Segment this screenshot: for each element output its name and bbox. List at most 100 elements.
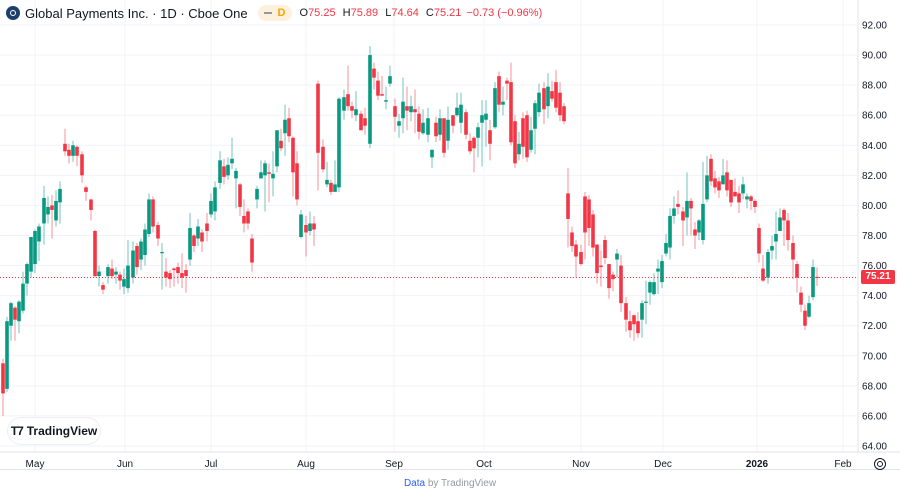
candle: [615, 253, 619, 260]
candle: [701, 203, 705, 241]
candle: [63, 143, 67, 152]
candle: [172, 268, 176, 271]
candle: [218, 160, 222, 183]
tradingview-logo[interactable]: T7 TradingView: [8, 418, 100, 444]
candle: [537, 92, 541, 113]
candle: [67, 149, 71, 156]
candle: [89, 199, 93, 210]
company-logo-icon: [6, 6, 20, 20]
current-price-tag: 75.21: [861, 270, 895, 285]
attribution-suffix: by TradingView: [425, 478, 497, 489]
candle: [480, 115, 484, 123]
candle: [733, 191, 737, 197]
candle: [200, 232, 204, 242]
candle: [697, 220, 701, 233]
candle: [599, 265, 603, 268]
candle: [242, 215, 246, 224]
candle: [664, 243, 668, 254]
candle: [648, 282, 652, 293]
candle: [295, 163, 299, 200]
low-label: L: [385, 7, 392, 19]
candle: [656, 268, 660, 272]
candle: [799, 292, 803, 305]
candle: [363, 118, 367, 126]
candle: [209, 200, 213, 215]
time-tick: Jun: [117, 459, 133, 470]
low-value: 74.64: [391, 7, 419, 19]
candle: [619, 265, 623, 304]
price-tick: 84.00: [862, 141, 887, 152]
settings-icon[interactable]: [874, 458, 886, 470]
candle: [413, 109, 417, 113]
candle: [58, 188, 62, 203]
close-label: C: [425, 7, 434, 19]
candle: [468, 140, 472, 152]
candle: [636, 321, 640, 334]
candle: [42, 197, 46, 224]
candle: [761, 268, 765, 281]
candle: [325, 179, 329, 185]
candle: [542, 88, 546, 110]
chart-frame: 92.00 90.00 88.00 86.00 84.00 82.00 80.00 78.00…: [0, 0, 900, 470]
candle: [546, 86, 550, 107]
candle: [709, 158, 713, 182]
data-link[interactable]: Data: [403, 478, 426, 489]
interval-badge[interactable]: D: [257, 5, 292, 21]
candle: [554, 82, 558, 108]
symbol-title[interactable]: Global Payments Inc. · 1D · Cboe One: [25, 5, 248, 21]
candle: [397, 121, 401, 126]
interval-label: D: [277, 7, 286, 19]
time-tick: Jul: [205, 459, 218, 470]
price-tick: 72.00: [862, 321, 887, 332]
candle: [184, 270, 188, 277]
candle: [811, 267, 815, 298]
candle: [5, 321, 9, 389]
candle: [329, 182, 333, 192]
price-tick: 74.00: [862, 291, 887, 302]
candlestick-chart[interactable]: 92.00 90.00 88.00 86.00 84.00 82.00 80.00 78.00…: [0, 0, 900, 470]
candle: [393, 106, 397, 117]
candle: [222, 166, 226, 177]
candle: [725, 172, 729, 191]
candle: [234, 170, 238, 179]
candle: [430, 149, 434, 158]
candle: [640, 303, 644, 320]
candle: [681, 211, 685, 221]
candle: [21, 283, 25, 311]
time-tick: Aug: [297, 459, 315, 470]
candle: [574, 244, 578, 257]
candle: [337, 98, 341, 188]
candle: [192, 235, 196, 247]
candle: [509, 82, 513, 143]
candle: [196, 226, 200, 239]
candle: [729, 179, 733, 203]
candle: [372, 68, 376, 78]
candle: [168, 273, 172, 280]
candle: [791, 243, 795, 260]
candle: [54, 200, 58, 221]
attribution: Data by TradingView: [0, 478, 900, 489]
candle: [368, 55, 372, 144]
candle: [464, 112, 468, 135]
candle: [533, 103, 537, 129]
candle: [255, 188, 259, 200]
candle: [299, 214, 303, 238]
candle: [401, 101, 405, 119]
candle: [550, 91, 554, 99]
candle: [595, 244, 599, 274]
candle: [529, 130, 533, 150]
price-tick: 78.00: [862, 231, 887, 242]
candle: [778, 217, 782, 231]
candle: [566, 193, 570, 219]
candle: [493, 88, 497, 128]
candle: [757, 227, 761, 254]
candle: [668, 215, 672, 248]
high-value: 75.89: [350, 7, 379, 19]
candle: [287, 118, 291, 137]
candle: [97, 271, 101, 277]
candle: [164, 271, 168, 278]
candle: [312, 223, 316, 230]
candle: [741, 184, 745, 194]
candle: [807, 303, 811, 317]
candle: [376, 80, 380, 96]
